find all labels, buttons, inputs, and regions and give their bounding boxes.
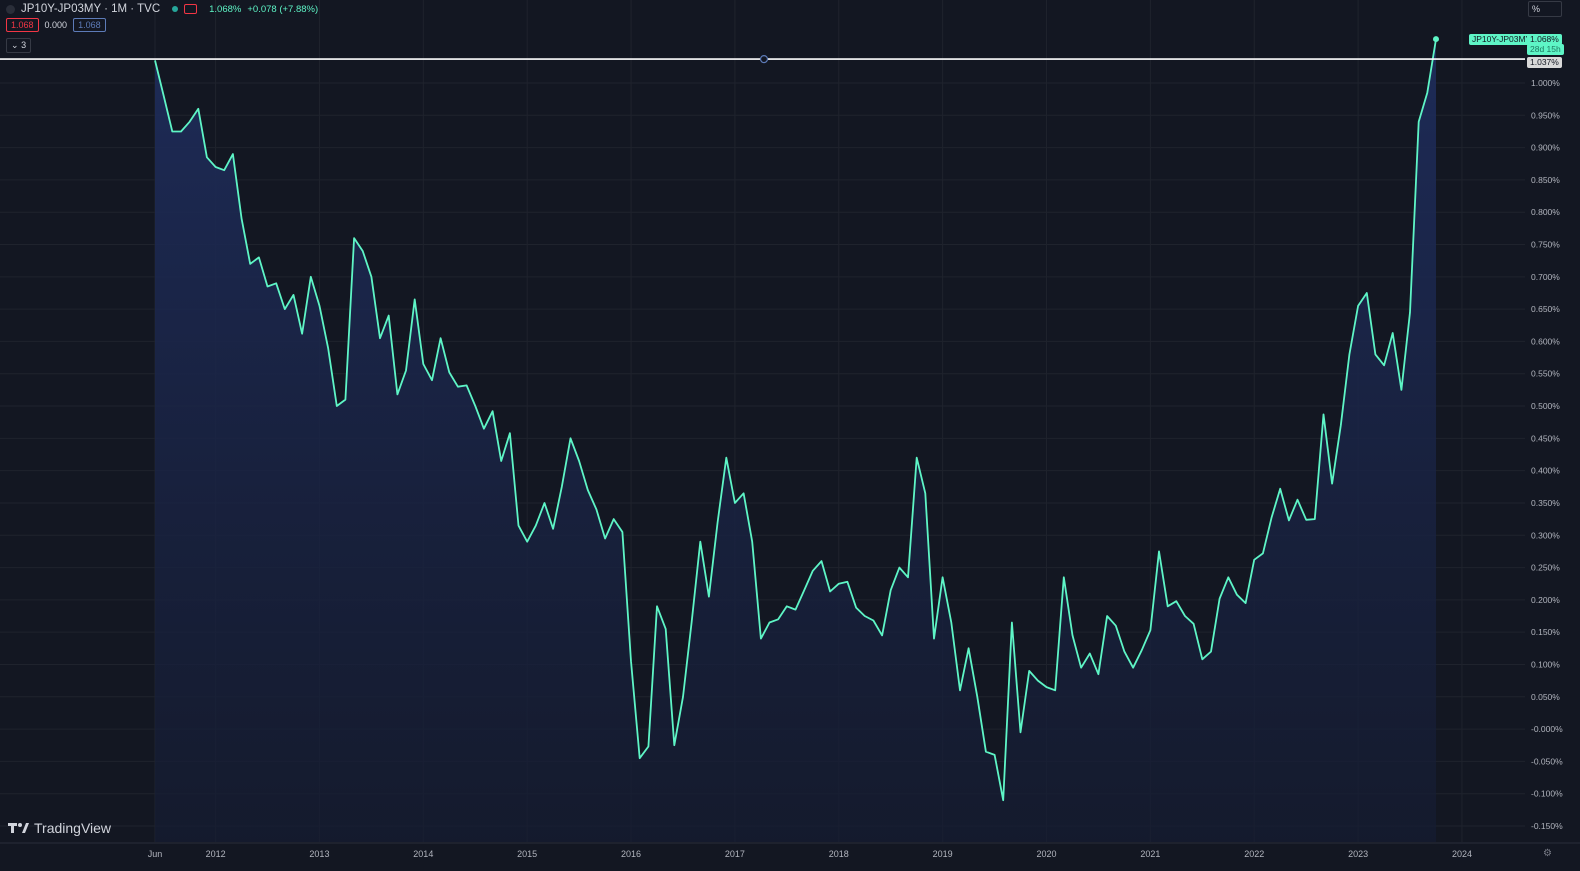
x-tick-label: 2014 xyxy=(413,849,433,859)
y-tick-label: 0.250% xyxy=(1531,563,1560,573)
x-tick-label: 2013 xyxy=(309,849,329,859)
symbol-header[interactable]: JP10Y-JP03MY · 1M · TVC 1.068% +0.078 (+… xyxy=(6,1,318,17)
x-tick-label: 2015 xyxy=(517,849,537,859)
y-tick-label: 0.200% xyxy=(1531,595,1560,605)
symbol-title[interactable]: JP10Y-JP03MY · 1M · TVC xyxy=(21,3,161,15)
x-tick-label: 2019 xyxy=(933,849,953,859)
x-tick-label: 2012 xyxy=(206,849,226,859)
y-tick-label: 0.100% xyxy=(1531,659,1560,669)
last-value: 1.068% xyxy=(209,3,242,15)
y-tick-label: 0.650% xyxy=(1531,304,1560,314)
trade-row: 1.068 0.000 1.068 xyxy=(6,18,106,32)
y-tick-label: -0.000% xyxy=(1531,724,1563,734)
logo-text: TradingView xyxy=(34,820,112,836)
gear-icon[interactable]: ⚙ xyxy=(1543,848,1552,859)
tradingview-logo[interactable]: TradingView xyxy=(8,820,111,836)
y-tick-label: 0.600% xyxy=(1531,336,1560,346)
horizontal-line[interactable] xyxy=(0,54,1525,64)
y-tick-label: 0.700% xyxy=(1531,272,1560,282)
y-tick-label: 0.150% xyxy=(1531,627,1560,637)
y-tick-label: 0.850% xyxy=(1531,175,1560,185)
area-fill xyxy=(155,39,1436,843)
flag-icon[interactable] xyxy=(184,4,198,14)
y-tick-label: 0.550% xyxy=(1531,369,1560,379)
last-point-marker xyxy=(1433,36,1439,43)
y-tick-label: -0.100% xyxy=(1531,789,1563,799)
sell-button[interactable]: 1.068 xyxy=(6,18,39,32)
tradingview-icon xyxy=(8,823,29,833)
x-tick-label: 2017 xyxy=(725,849,745,859)
indicators-toggle[interactable]: ⌄ 3 xyxy=(6,38,32,53)
y-tick-label: 0.500% xyxy=(1531,401,1560,411)
x-tick-label: Jun xyxy=(148,849,163,859)
time-axis[interactable]: Jun 2012 2013 2014 2015 2016 2017 2018 2019 2020 2… xyxy=(0,842,1580,859)
x-tick-label: 2024 xyxy=(1452,849,1472,859)
x-tick-label: 2021 xyxy=(1140,849,1160,859)
y-tick-label: 0.350% xyxy=(1531,498,1560,508)
market-status-icon xyxy=(172,6,179,12)
series-line[interactable] xyxy=(154,38,1437,802)
change-value: +0.078 (+7.88%) xyxy=(247,3,319,15)
symbol-icon xyxy=(6,4,15,14)
x-tick-label: 2018 xyxy=(829,849,849,859)
x-tick-label: 2020 xyxy=(1036,849,1056,859)
y-tick-label: 0.900% xyxy=(1531,143,1560,153)
x-tick-label: 2022 xyxy=(1244,849,1264,859)
y-tick-label: 0.400% xyxy=(1531,466,1560,476)
hline-price-label: 1.037% xyxy=(1527,57,1562,68)
y-tick-label: 0.050% xyxy=(1531,692,1560,702)
x-tick-label: 2016 xyxy=(621,849,641,859)
last-price-label: JP10Y-JP03MY xyxy=(1469,34,1535,45)
y-tick-label: 0.450% xyxy=(1531,433,1560,443)
chevron-down-icon: ⌄ xyxy=(11,40,19,50)
y-tick-label: -0.050% xyxy=(1531,756,1563,766)
y-tick-label: 0.300% xyxy=(1531,530,1560,540)
spread-value: 0.000 xyxy=(44,20,68,30)
indicators-count: 3 xyxy=(21,40,27,50)
x-tick-label: 2023 xyxy=(1348,849,1368,859)
y-tick-label: 0.950% xyxy=(1531,110,1560,120)
scale-mode-button[interactable]: % xyxy=(1528,1,1562,17)
countdown-value: 28d 15h xyxy=(1527,44,1564,55)
last-price-value: 1.068% xyxy=(1527,34,1562,45)
price-axis[interactable]: 1.000% 0.950% 0.900% 0.850% 0.800% 0.750% 0.70… xyxy=(1531,78,1563,831)
y-tick-label: 1.000% xyxy=(1531,78,1560,88)
y-tick-label: 0.750% xyxy=(1531,240,1560,250)
y-tick-label: 0.800% xyxy=(1531,207,1560,217)
hline-handle[interactable] xyxy=(759,54,769,64)
y-tick-label: -0.150% xyxy=(1531,821,1563,831)
buy-button[interactable]: 1.068 xyxy=(73,18,106,32)
